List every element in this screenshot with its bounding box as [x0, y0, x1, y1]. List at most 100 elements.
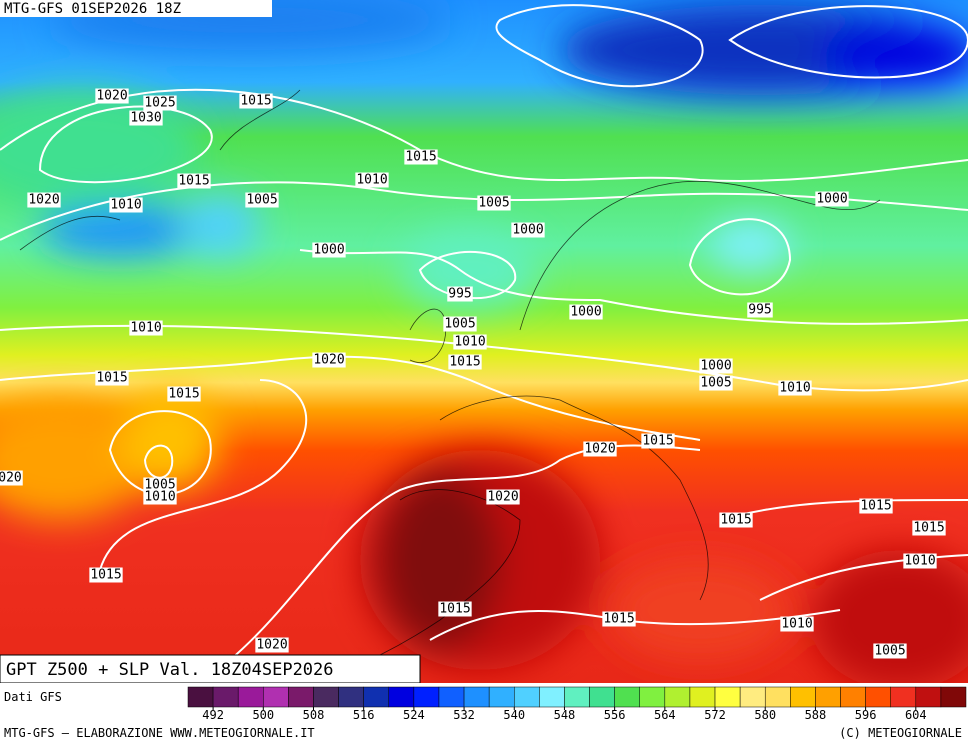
legend-cell	[187, 686, 214, 708]
legend-cell	[865, 686, 891, 708]
map-title: GPT Z500 + SLP Val. 18Z04SEP2026	[6, 660, 334, 680]
isobar-label-bg	[448, 354, 482, 370]
legend-cell	[338, 686, 364, 708]
isobar-label: 1015	[439, 602, 470, 617]
isobar-label-bg	[95, 88, 129, 104]
legend-tick-label: 492	[202, 708, 224, 722]
isobar-label: 1020	[256, 638, 287, 653]
legend-tick-label: 580	[754, 708, 776, 722]
legend-cell	[212, 686, 239, 708]
isobar-label: 1015	[603, 612, 634, 627]
legend-cell	[388, 686, 415, 708]
header-box	[0, 0, 272, 17]
legend-cell	[589, 686, 615, 708]
isobar-label: 1000	[700, 359, 731, 374]
isobar-label: 1010	[779, 381, 810, 396]
isobar-label-bg	[780, 616, 814, 632]
isobar-label: 1005	[874, 644, 905, 659]
legend-cell	[363, 686, 390, 708]
isobar-label-bg	[569, 304, 603, 320]
isobar-label-bg	[443, 316, 477, 332]
header-title: MTG-GFS 01SEP2026 18Z	[4, 1, 181, 17]
legend-cell	[890, 686, 917, 708]
isobar-label: 1015	[720, 513, 751, 528]
isobar-label-bg	[177, 173, 211, 189]
isobar-label-bg	[859, 498, 893, 514]
isobar-label-bg	[143, 477, 177, 493]
legend-tick-label: 588	[805, 708, 827, 722]
isobar-label: 1005	[444, 317, 475, 332]
isobar-label: 1015	[860, 499, 891, 514]
legend-tick-label: 532	[453, 708, 475, 722]
isobar-label-bg	[486, 489, 520, 505]
legend-tick-label: 596	[855, 708, 877, 722]
legend-tick-label: 564	[654, 708, 676, 722]
isobar-label-bg	[511, 222, 545, 238]
legend-cell	[790, 686, 816, 708]
legend-cell	[689, 686, 716, 708]
isobar-label: 020	[0, 471, 22, 486]
isobar-label: 1005	[246, 193, 277, 208]
legend-cell	[539, 686, 565, 708]
legend-tick-label: 540	[503, 708, 525, 722]
legend-tick-label: 508	[303, 708, 325, 722]
legend-cell	[463, 686, 490, 708]
isobar-label: 1015	[642, 434, 673, 449]
legend-tick-label: 604	[905, 708, 927, 722]
coastlines	[19, 89, 881, 656]
isobar-label-bg	[109, 197, 143, 213]
isobar-label: 1030	[130, 111, 161, 126]
legend-cell	[288, 686, 314, 708]
isobar-label: 1015	[90, 568, 121, 583]
isobar-label: 1005	[144, 478, 175, 493]
isobar-label-bg	[167, 386, 201, 402]
legend-cell	[739, 686, 766, 708]
isobar-label-bg	[245, 192, 279, 208]
isobar-label-bg	[27, 192, 61, 208]
isobar-label: 1010	[110, 198, 141, 213]
source: Dati GFS	[4, 690, 62, 704]
isobar-label: 1010	[454, 335, 485, 350]
legend-cell	[413, 686, 440, 708]
isobar-label-bg	[129, 320, 163, 336]
legend-cell	[438, 686, 465, 708]
isobar-label: 1020	[584, 442, 615, 457]
isobar-label-bg	[873, 643, 907, 659]
isobar-label-bg	[0, 470, 23, 486]
isobar-label-bg	[815, 191, 849, 207]
credit-left: MTG-GFS — ELABORAZIONE WWW.METEOGIORNALE…	[4, 726, 315, 740]
isobar-label-bg	[903, 553, 937, 569]
isobar-label-bg	[699, 375, 733, 391]
isobar-label: 1015	[96, 371, 127, 386]
isobar-label: 1010	[904, 554, 935, 569]
isobar-label-bg	[477, 195, 511, 211]
isobar-label: 1020	[487, 490, 518, 505]
isobar-label: 1015	[240, 94, 271, 109]
isobar-label-bg	[355, 172, 389, 188]
isobar-label: 1020	[313, 353, 344, 368]
isobar-label: 1015	[449, 355, 480, 370]
color-legend: 492 500 508 516 524 532 540 548 556 564 572 580 588 5…	[187, 686, 967, 722]
isobar-label-bg	[699, 358, 733, 374]
isobar-label-bg	[89, 567, 123, 583]
isobar-label: 1025	[144, 96, 175, 111]
isobar-label-bg	[312, 352, 346, 368]
isobar-label-bg	[143, 489, 177, 505]
isobar-label: 1010	[356, 173, 387, 188]
isobar-label-bg	[404, 149, 438, 165]
isobar-label-bg	[583, 441, 617, 457]
legend-cell	[313, 686, 339, 708]
legend-cell	[488, 686, 515, 708]
isobar-label-bg	[255, 637, 289, 653]
isobar-label: 1000	[570, 305, 601, 320]
isobar-label-bg	[641, 433, 675, 449]
legend-cell	[564, 686, 590, 708]
map-title-box	[0, 654, 421, 684]
isobar-label: 995	[748, 303, 771, 318]
isobar-label-bg	[239, 93, 273, 109]
isobar-label-bg	[778, 380, 812, 396]
isobar-label: 1000	[512, 223, 543, 238]
legend-cell	[915, 686, 942, 708]
